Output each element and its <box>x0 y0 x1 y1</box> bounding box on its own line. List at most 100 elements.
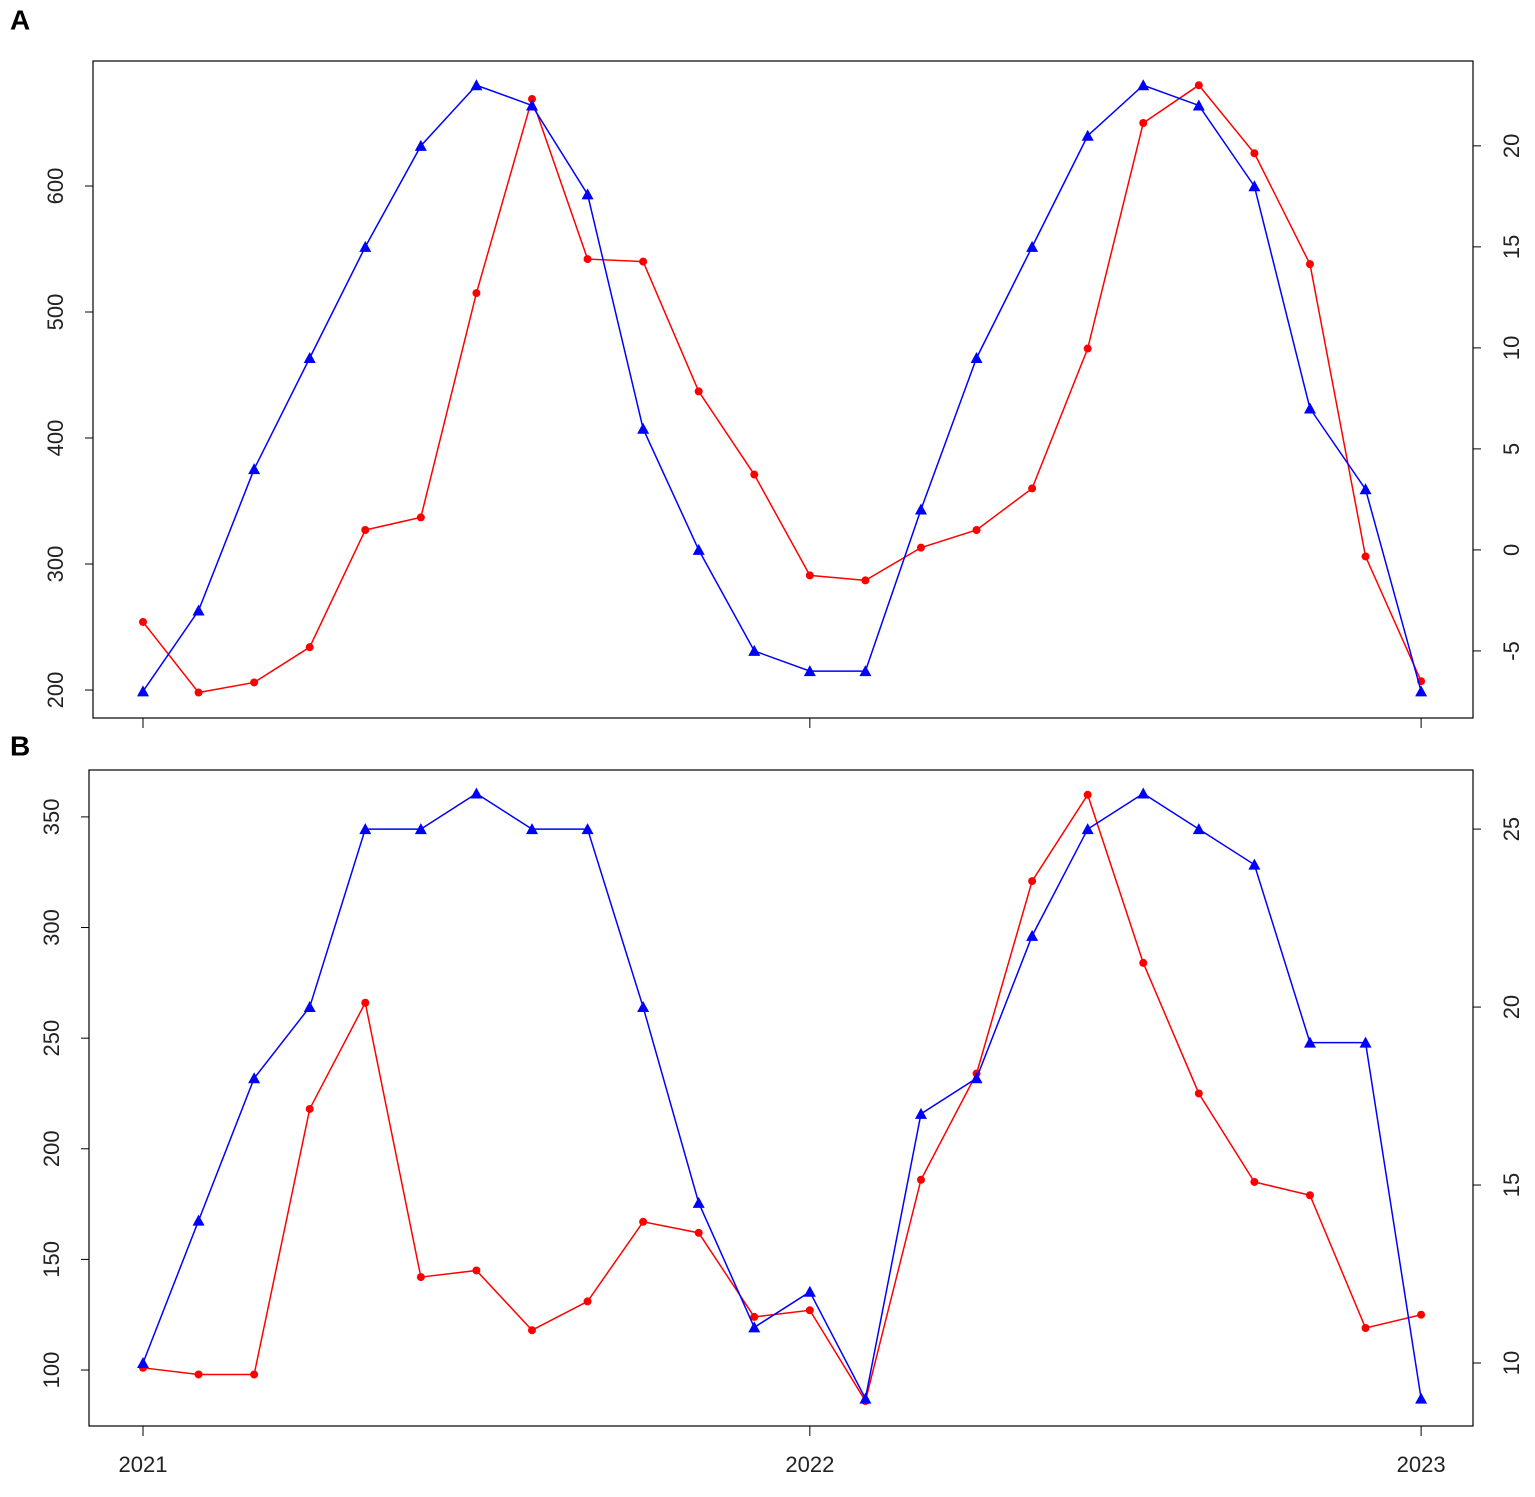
point-marker <box>694 387 703 396</box>
y2-tick-label: 20 <box>1499 995 1524 1019</box>
point-marker <box>916 1175 925 1184</box>
point-marker <box>970 351 983 363</box>
plot-frame <box>88 769 1474 1427</box>
point-marker <box>248 463 261 475</box>
point-marker <box>694 1228 703 1237</box>
point-marker <box>1026 240 1039 252</box>
point-marker <box>970 1072 983 1084</box>
point-marker <box>1083 344 1092 353</box>
point-marker <box>639 257 648 266</box>
point-marker <box>861 576 870 585</box>
point-marker <box>914 503 927 515</box>
point-marker <box>1415 1392 1428 1404</box>
point-marker <box>527 95 536 104</box>
point-marker <box>192 604 205 616</box>
point-marker <box>250 678 259 687</box>
point-marker <box>803 665 816 677</box>
point-marker <box>581 188 594 200</box>
y2-tick-label: -5 <box>1499 641 1524 661</box>
point-marker <box>1137 787 1150 799</box>
point-marker <box>581 823 594 835</box>
panel-label: A <box>10 4 30 35</box>
y-tick-label: 300 <box>39 909 64 946</box>
point-marker <box>250 1370 259 1379</box>
point-marker <box>414 823 427 835</box>
point-marker <box>692 543 705 555</box>
y2-tick-label: 25 <box>1499 817 1524 841</box>
point-marker <box>525 99 538 111</box>
point-marker <box>472 1266 481 1275</box>
series-line <box>142 793 1422 1403</box>
point-marker <box>470 787 483 799</box>
y-tick-label: 500 <box>43 294 68 331</box>
y-tick-label: 400 <box>43 420 68 457</box>
point-marker <box>1194 81 1203 90</box>
plot-frame <box>92 60 1474 719</box>
y-tick-label: 150 <box>39 1241 64 1278</box>
y-tick-label: 100 <box>39 1352 64 1389</box>
point-marker <box>1081 129 1094 141</box>
series-line <box>142 792 1422 1401</box>
point-marker <box>805 1306 814 1315</box>
y-tick-label: 200 <box>43 672 68 709</box>
point-marker <box>470 79 483 91</box>
point-marker <box>248 1072 261 1084</box>
y-tick-label: 350 <box>39 799 64 836</box>
point-marker <box>1083 790 1092 799</box>
point-marker <box>139 617 147 626</box>
point-marker <box>1415 685 1428 697</box>
point-marker <box>361 998 370 1007</box>
point-marker <box>1250 149 1259 158</box>
series-line <box>142 84 1422 694</box>
point-marker <box>359 823 372 835</box>
point-marker <box>1137 79 1150 91</box>
x-tick-label: 2022 <box>785 1452 834 1477</box>
point-marker <box>303 351 316 363</box>
y-tick-label: 200 <box>39 1130 64 1167</box>
point-marker <box>750 1312 759 1321</box>
y2-tick-label: 15 <box>1499 235 1524 259</box>
point-marker <box>859 1392 872 1404</box>
y2-tick-label: 0 <box>1499 544 1524 556</box>
point-marker <box>1192 99 1205 111</box>
point-marker <box>1028 484 1037 493</box>
point-marker <box>916 543 925 552</box>
point-marker <box>637 422 650 434</box>
point-marker <box>1248 858 1261 870</box>
point-marker <box>414 139 427 151</box>
point-marker <box>859 665 872 677</box>
point-marker <box>305 1104 314 1113</box>
point-marker <box>416 513 425 522</box>
point-marker <box>527 1326 536 1335</box>
point-marker <box>1139 118 1148 127</box>
point-marker <box>1192 823 1205 835</box>
point-marker <box>803 1285 816 1297</box>
point-marker <box>748 1321 761 1333</box>
point-marker <box>750 470 759 479</box>
panel-label: B <box>10 730 30 761</box>
point-marker <box>1361 1323 1370 1332</box>
point-marker <box>1305 1191 1314 1200</box>
y-tick-label: 300 <box>43 546 68 583</box>
point-marker <box>583 1297 592 1306</box>
point-marker <box>137 1356 149 1368</box>
point-marker <box>472 289 481 298</box>
x-tick-label: 2023 <box>1397 1452 1446 1477</box>
y2-tick-label: 5 <box>1499 443 1524 455</box>
point-marker <box>305 643 314 652</box>
point-marker <box>1248 180 1261 192</box>
point-marker <box>194 1370 203 1379</box>
point-marker <box>1194 1089 1203 1098</box>
point-marker <box>748 644 761 656</box>
point-marker <box>637 1001 650 1013</box>
point-marker <box>1303 402 1316 414</box>
point-marker <box>416 1273 425 1282</box>
point-marker <box>1305 260 1314 269</box>
point-marker <box>1303 1036 1316 1048</box>
point-marker <box>1028 877 1037 886</box>
point-marker <box>805 571 814 580</box>
point-marker <box>303 1001 316 1013</box>
point-marker <box>583 255 592 264</box>
